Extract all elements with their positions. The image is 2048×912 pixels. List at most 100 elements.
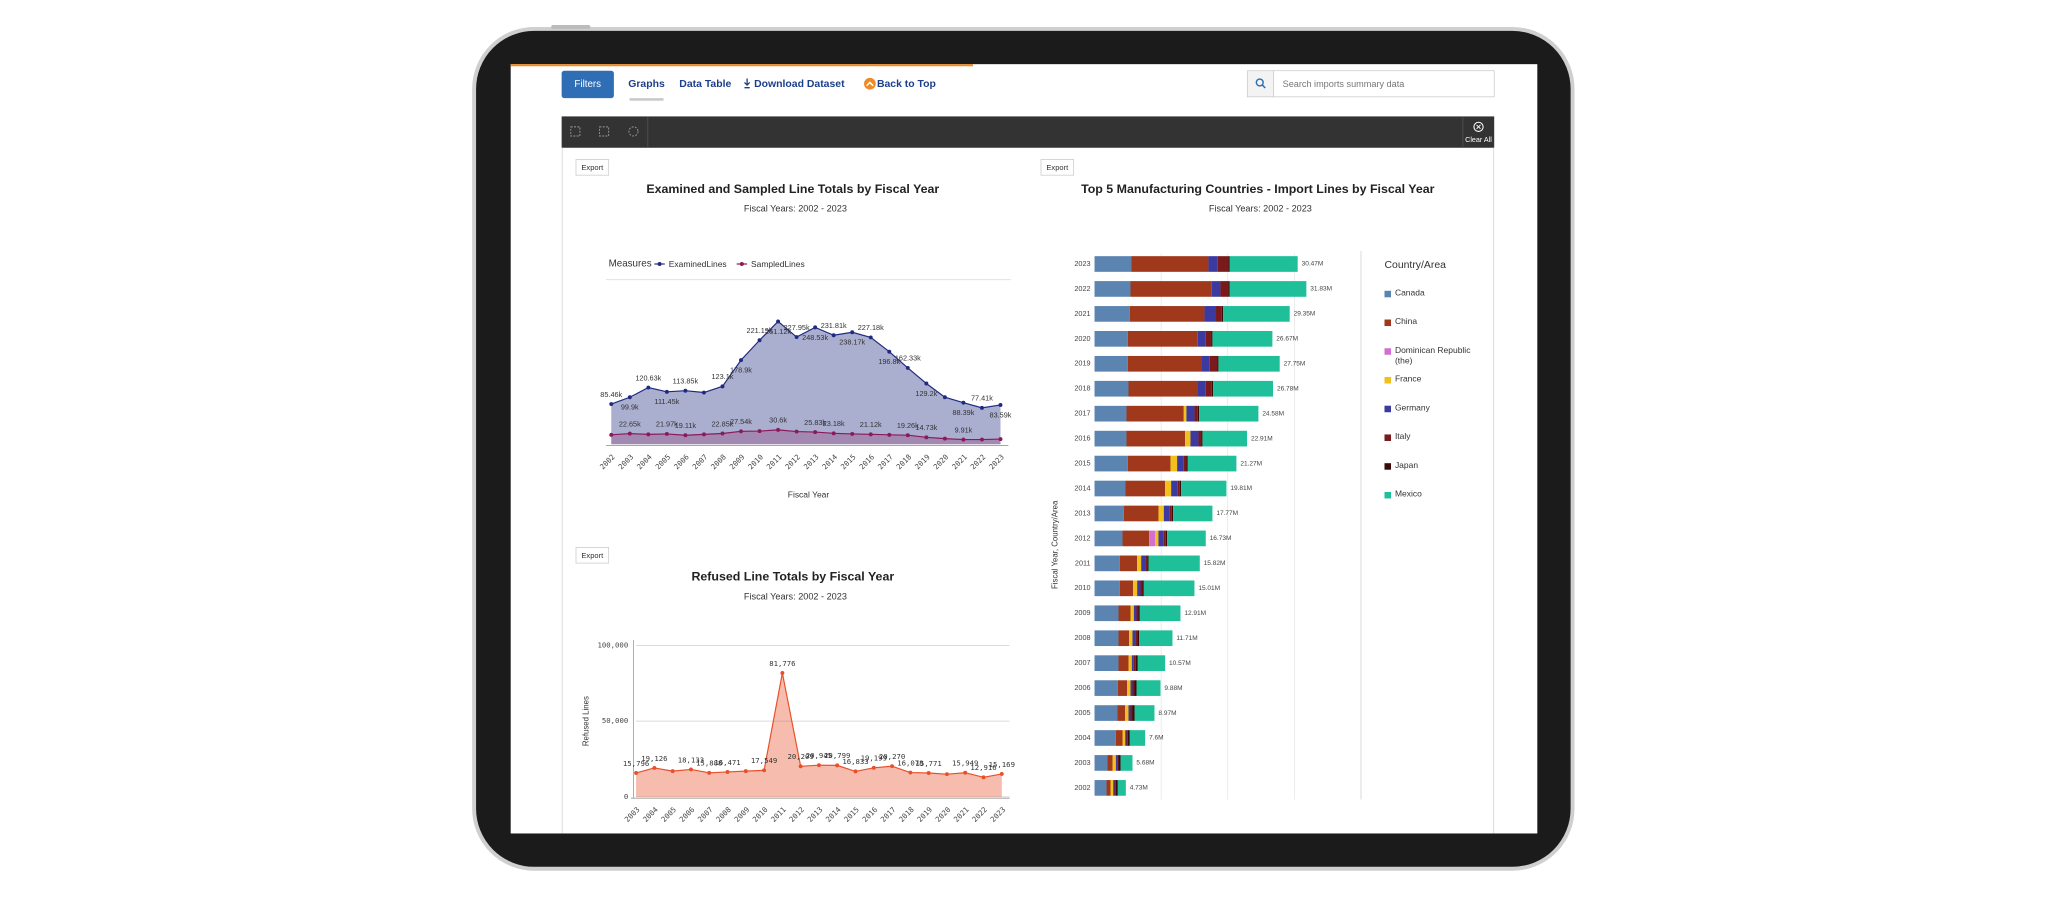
search-input[interactable] bbox=[1273, 70, 1495, 98]
chart-title: Examined and Sampled Line Totals by Fisc… bbox=[646, 182, 939, 196]
legend-item: China bbox=[1395, 317, 1417, 326]
bar-segment bbox=[1107, 755, 1113, 771]
bar-segment bbox=[1127, 455, 1171, 472]
point bbox=[816, 763, 821, 768]
bar-segment bbox=[1094, 530, 1123, 547]
point bbox=[979, 405, 984, 410]
bar-segment bbox=[1173, 505, 1213, 522]
point bbox=[813, 430, 818, 435]
data-label: 231.81k bbox=[821, 321, 847, 330]
point bbox=[905, 433, 910, 438]
bar-segment bbox=[1131, 655, 1134, 671]
area bbox=[611, 321, 1001, 445]
total-label: 27.75M bbox=[1284, 361, 1306, 368]
export-label[interactable]: Export bbox=[581, 551, 604, 560]
data-label: 16,471 bbox=[714, 758, 740, 767]
bar-segment bbox=[1197, 331, 1206, 347]
line bbox=[611, 320, 1001, 409]
y-tick-label: 2014 bbox=[1074, 483, 1090, 492]
bar-segment bbox=[1211, 281, 1221, 297]
bar-segment bbox=[1133, 655, 1136, 671]
data-label: 9.91k bbox=[954, 425, 972, 434]
bar-segment bbox=[1128, 655, 1132, 671]
bar-segment bbox=[1094, 281, 1131, 297]
tab[interactable]: Data Table bbox=[679, 79, 731, 90]
y-tick-label: 2022 bbox=[1074, 284, 1090, 293]
bar-segment bbox=[1094, 580, 1120, 597]
y-tick-label: 2020 bbox=[1074, 334, 1090, 343]
search-button[interactable] bbox=[1246, 70, 1274, 98]
export-label[interactable]: Export bbox=[1046, 163, 1069, 172]
bar-segment bbox=[1204, 306, 1216, 322]
legend-marker bbox=[739, 262, 744, 266]
legend-swatch bbox=[1384, 348, 1392, 355]
legend-swatch bbox=[1384, 376, 1392, 384]
point bbox=[868, 432, 873, 437]
data-label: 18,133 bbox=[678, 755, 704, 764]
legend-title: Measures bbox=[609, 259, 652, 270]
point bbox=[831, 333, 836, 338]
export-label[interactable]: Export bbox=[581, 163, 604, 172]
total-label: 30.47M bbox=[1302, 261, 1324, 268]
bar-segment bbox=[1094, 555, 1120, 572]
bar-segment bbox=[1094, 705, 1118, 721]
bar-segment bbox=[1137, 655, 1166, 671]
total-label: 10.57M bbox=[1169, 660, 1191, 667]
data-label: 20,270 bbox=[879, 752, 905, 761]
bar-segment bbox=[1205, 331, 1212, 347]
point bbox=[683, 388, 688, 393]
chart-title: Refused Line Totals by Fiscal Year bbox=[691, 570, 894, 584]
point bbox=[701, 390, 706, 395]
bar-segment bbox=[1133, 605, 1137, 622]
tab[interactable]: Graphs bbox=[628, 79, 665, 90]
total-label: 21.27M bbox=[1240, 460, 1262, 467]
clear-all[interactable]: Clear All bbox=[1465, 136, 1492, 144]
bar-segment bbox=[1115, 780, 1118, 796]
bar-segment bbox=[1217, 355, 1219, 372]
total-label: 15.82M bbox=[1204, 560, 1226, 567]
legend-item: Canada bbox=[1395, 288, 1425, 297]
tab[interactable]: Download Dataset bbox=[754, 79, 845, 90]
y-tick-label: 2021 bbox=[1074, 309, 1090, 318]
legend-item: Dominican Republic (the) bbox=[1395, 346, 1471, 366]
data-label: 19.11k bbox=[675, 421, 697, 430]
bar-segment bbox=[1129, 630, 1133, 647]
bar-segment bbox=[1186, 405, 1195, 422]
bar-segment bbox=[1126, 430, 1186, 447]
filters-label[interactable]: Filters bbox=[574, 79, 601, 90]
export-button[interactable] bbox=[1040, 159, 1075, 176]
bar-segment bbox=[1126, 405, 1184, 422]
total-label: 4.73M bbox=[1130, 785, 1148, 792]
toolbar-icons[interactable] bbox=[570, 126, 639, 137]
bar-segment bbox=[1145, 555, 1148, 572]
bar-segment bbox=[1148, 555, 1200, 572]
bar-segment bbox=[1139, 630, 1173, 647]
bar-segment bbox=[1223, 306, 1290, 322]
clear-icon[interactable] bbox=[1473, 121, 1484, 132]
data-label: 15,169 bbox=[989, 760, 1015, 769]
point bbox=[998, 437, 1003, 442]
export-button[interactable] bbox=[575, 159, 610, 176]
point bbox=[627, 431, 632, 436]
point bbox=[627, 395, 632, 400]
bar-segment bbox=[1137, 555, 1142, 572]
bar-segment bbox=[1218, 355, 1280, 372]
bar-segment bbox=[1199, 405, 1259, 422]
point bbox=[831, 431, 836, 436]
point bbox=[961, 437, 966, 442]
bar-segment bbox=[1170, 455, 1178, 472]
data-label: 19,199 bbox=[861, 754, 887, 763]
bar-segment bbox=[1115, 730, 1123, 746]
filters-button[interactable] bbox=[561, 70, 614, 99]
tab[interactable]: Back to Top bbox=[877, 79, 936, 90]
total-label: 26.67M bbox=[1276, 336, 1298, 343]
bar-segment bbox=[1220, 281, 1229, 297]
export-button[interactable] bbox=[575, 547, 610, 564]
data-label: 99.9k bbox=[621, 403, 639, 412]
bar-segment bbox=[1155, 530, 1159, 547]
search-placeholder[interactable]: Search imports summary data bbox=[1283, 79, 1406, 89]
bar-segment bbox=[1113, 780, 1115, 796]
legend-swatch bbox=[1384, 463, 1392, 470]
data-label: 227.18k bbox=[858, 323, 884, 332]
bar-segment bbox=[1139, 605, 1181, 622]
